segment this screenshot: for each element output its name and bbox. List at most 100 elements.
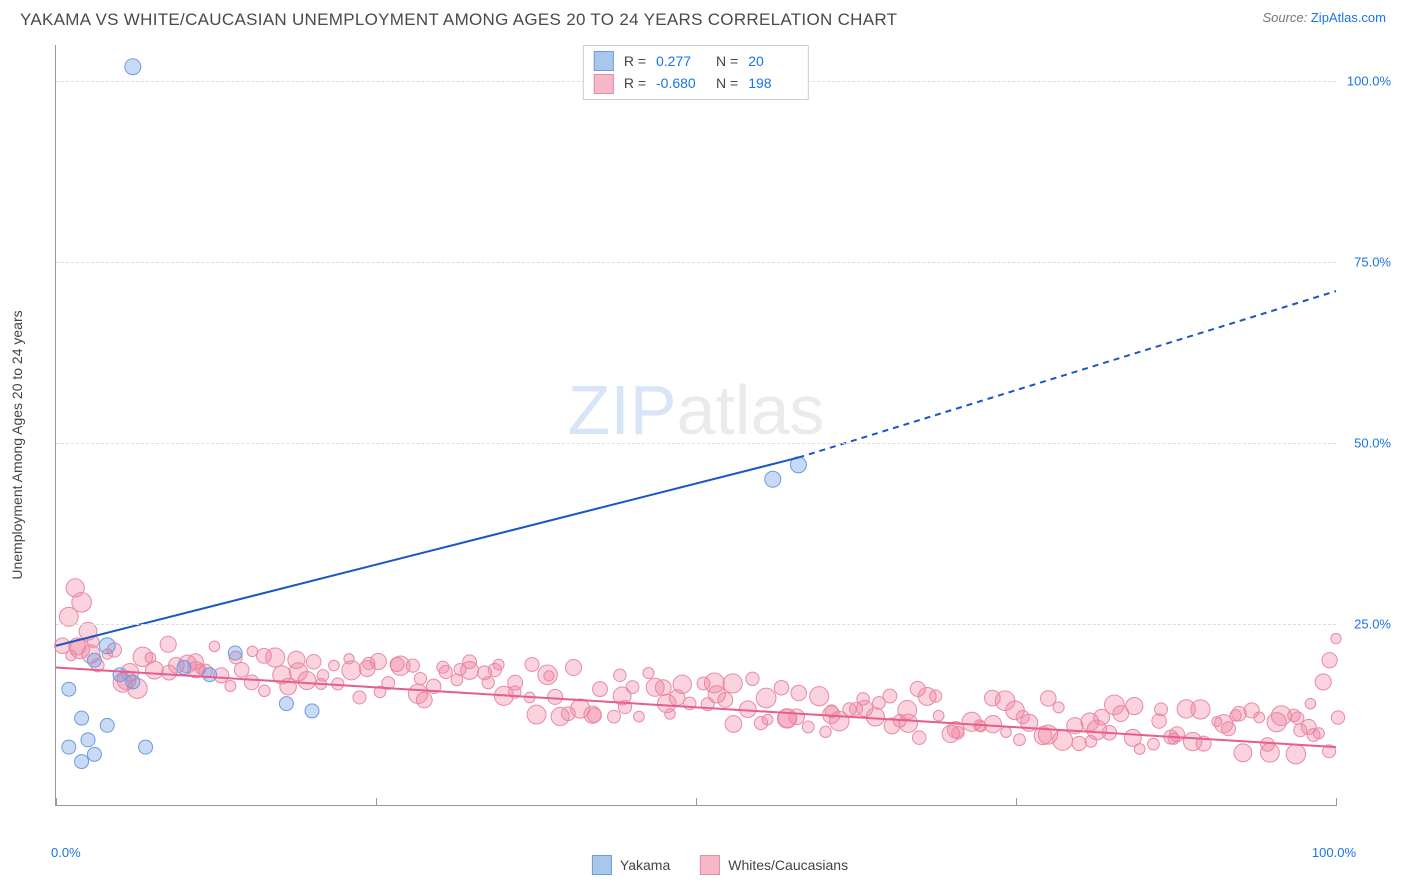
data-svg-layer	[56, 45, 1336, 805]
point-whites	[244, 675, 259, 690]
point-whites	[718, 692, 733, 707]
point-whites	[1331, 711, 1344, 724]
point-whites	[234, 663, 249, 678]
point-whites	[342, 661, 361, 680]
point-whites	[160, 636, 176, 652]
point-whites	[587, 708, 601, 722]
point-whites	[259, 685, 271, 697]
point-whites	[406, 659, 419, 672]
point-yakama	[228, 646, 242, 660]
point-whites	[1291, 712, 1304, 725]
point-whites	[774, 680, 789, 695]
point-whites	[525, 657, 539, 671]
point-whites	[933, 710, 944, 721]
gridline	[56, 443, 1336, 444]
legend-row-whites: R = -0.680 N = 198	[594, 72, 798, 94]
point-whites	[329, 660, 340, 671]
y-tick-label: 50.0%	[1341, 436, 1391, 451]
point-whites	[225, 681, 236, 692]
r-label: R =	[624, 72, 646, 94]
x-tick	[1016, 798, 1017, 806]
point-whites	[565, 659, 581, 675]
point-whites	[762, 714, 773, 725]
point-whites	[370, 653, 386, 669]
point-whites	[548, 689, 563, 704]
point-whites	[463, 655, 477, 669]
legend-item-whites: Whites/Caucasians	[700, 855, 848, 875]
legend-row-yakama: R = 0.277 N = 20	[594, 50, 798, 72]
point-whites	[665, 709, 675, 719]
n-label: N =	[716, 72, 738, 94]
point-whites	[820, 726, 831, 737]
point-whites	[414, 672, 426, 684]
point-whites	[1053, 702, 1064, 713]
series-legend: Yakama Whites/Caucasians	[592, 855, 848, 875]
point-yakama	[125, 59, 141, 75]
point-whites	[416, 692, 432, 708]
point-whites	[643, 668, 654, 679]
point-whites	[482, 676, 494, 688]
point-whites	[704, 673, 724, 693]
plot-area: ZIPatlas R = 0.277 N = 20 R = -0.680 N =…	[55, 45, 1336, 806]
legend-item-yakama: Yakama	[592, 855, 670, 875]
point-whites	[544, 671, 554, 681]
point-whites	[930, 690, 942, 702]
point-yakama	[75, 755, 89, 769]
point-whites	[626, 681, 639, 694]
point-yakama	[62, 740, 76, 754]
point-whites	[756, 688, 776, 708]
y-axis-title: Unemployment Among Ages 20 to 24 years	[9, 310, 25, 579]
chart-title: YAKAMA VS WHITE/CAUCASIAN UNEMPLOYMENT A…	[20, 10, 897, 30]
point-whites	[439, 665, 452, 678]
point-yakama	[99, 638, 115, 654]
point-whites	[673, 675, 691, 693]
swatch-whites-icon	[594, 74, 614, 94]
point-whites	[1331, 633, 1341, 643]
point-whites	[317, 670, 329, 682]
trendline-yakama-extrapolated	[798, 291, 1336, 457]
point-whites	[209, 641, 220, 652]
point-yakama	[87, 653, 101, 667]
point-yakama	[279, 697, 293, 711]
point-whites	[810, 687, 829, 706]
point-yakama	[75, 711, 89, 725]
point-whites	[1001, 727, 1012, 738]
x-tick	[56, 798, 57, 806]
point-whites	[866, 708, 884, 726]
point-whites	[802, 721, 814, 733]
point-whites	[493, 659, 504, 670]
gridline	[56, 624, 1336, 625]
point-yakama	[62, 682, 76, 696]
y-tick-label: 75.0%	[1341, 255, 1391, 270]
point-yakama	[113, 668, 127, 682]
n-value-whites: 198	[748, 72, 798, 94]
point-yakama	[203, 668, 217, 682]
point-whites	[72, 593, 92, 613]
point-whites	[952, 727, 965, 740]
point-whites	[1305, 698, 1316, 709]
point-whites	[614, 669, 626, 681]
swatch-whites-icon	[700, 855, 720, 875]
point-whites	[306, 655, 321, 670]
r-value-whites: -0.680	[656, 72, 706, 94]
source-prefix: Source:	[1262, 10, 1310, 25]
x-tick	[696, 798, 697, 806]
point-whites	[1261, 738, 1275, 752]
source-link[interactable]: ZipAtlas.com	[1311, 10, 1386, 25]
point-whites	[288, 651, 305, 668]
point-whites	[791, 685, 807, 701]
point-whites	[1053, 730, 1073, 750]
x-tick-label-right: 100.0%	[1312, 845, 1356, 860]
point-yakama	[100, 718, 114, 732]
point-whites	[1322, 653, 1337, 668]
legend-label-whites: Whites/Caucasians	[728, 857, 848, 873]
n-value-yakama: 20	[748, 50, 798, 72]
r-value-yakama: 0.277	[656, 50, 706, 72]
point-whites	[1134, 744, 1145, 755]
point-whites	[912, 731, 926, 745]
point-whites	[508, 675, 523, 690]
point-yakama	[126, 675, 140, 689]
r-label: R =	[624, 50, 646, 72]
point-whites	[1147, 738, 1159, 750]
swatch-yakama-icon	[594, 51, 614, 71]
